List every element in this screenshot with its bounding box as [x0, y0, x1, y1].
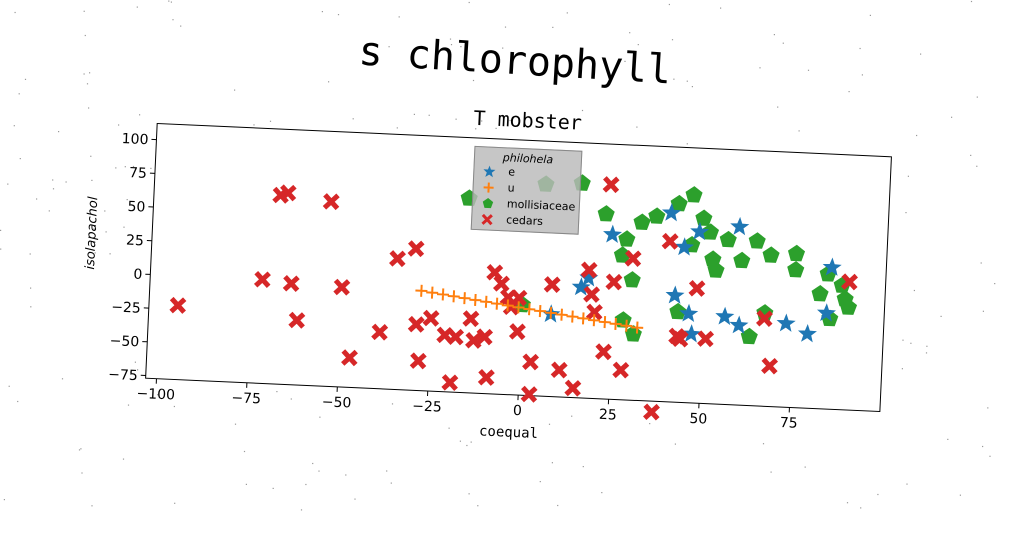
- y-tick-label: −25: [111, 299, 141, 316]
- y-tick-label: 0: [133, 267, 143, 283]
- y-tick-label: −75: [108, 367, 138, 384]
- x-tick-label: 75: [779, 415, 798, 432]
- x-tick-label: −25: [412, 398, 442, 415]
- x-icon: [480, 212, 495, 227]
- legend: philohela e u mollisiaceae cedars: [471, 146, 583, 235]
- x-tick-label: −50: [321, 394, 351, 411]
- x-tick-label: −100: [136, 386, 175, 404]
- legend-item-cedars: cedars: [472, 211, 579, 232]
- data-point-cedars: [645, 405, 659, 419]
- legend-label-cedars: cedars: [506, 212, 543, 230]
- star-icon: [482, 164, 497, 179]
- y-tick-label: −50: [109, 333, 139, 350]
- y-tick-label: 100: [121, 131, 148, 148]
- legend-label-u: u: [507, 180, 515, 196]
- y-tick-label: 50: [127, 199, 146, 216]
- x-tick-label: 0: [513, 403, 523, 419]
- legend-label-e: e: [508, 164, 516, 180]
- plus-icon: [481, 180, 496, 195]
- pentagon-icon: [481, 196, 496, 211]
- y-tick-label: 25: [126, 233, 145, 250]
- x-tick-label: 25: [599, 407, 618, 424]
- x-tick-label: −75: [231, 390, 261, 407]
- x-tick-label: 50: [689, 411, 708, 428]
- y-tick-label: 75: [129, 165, 148, 182]
